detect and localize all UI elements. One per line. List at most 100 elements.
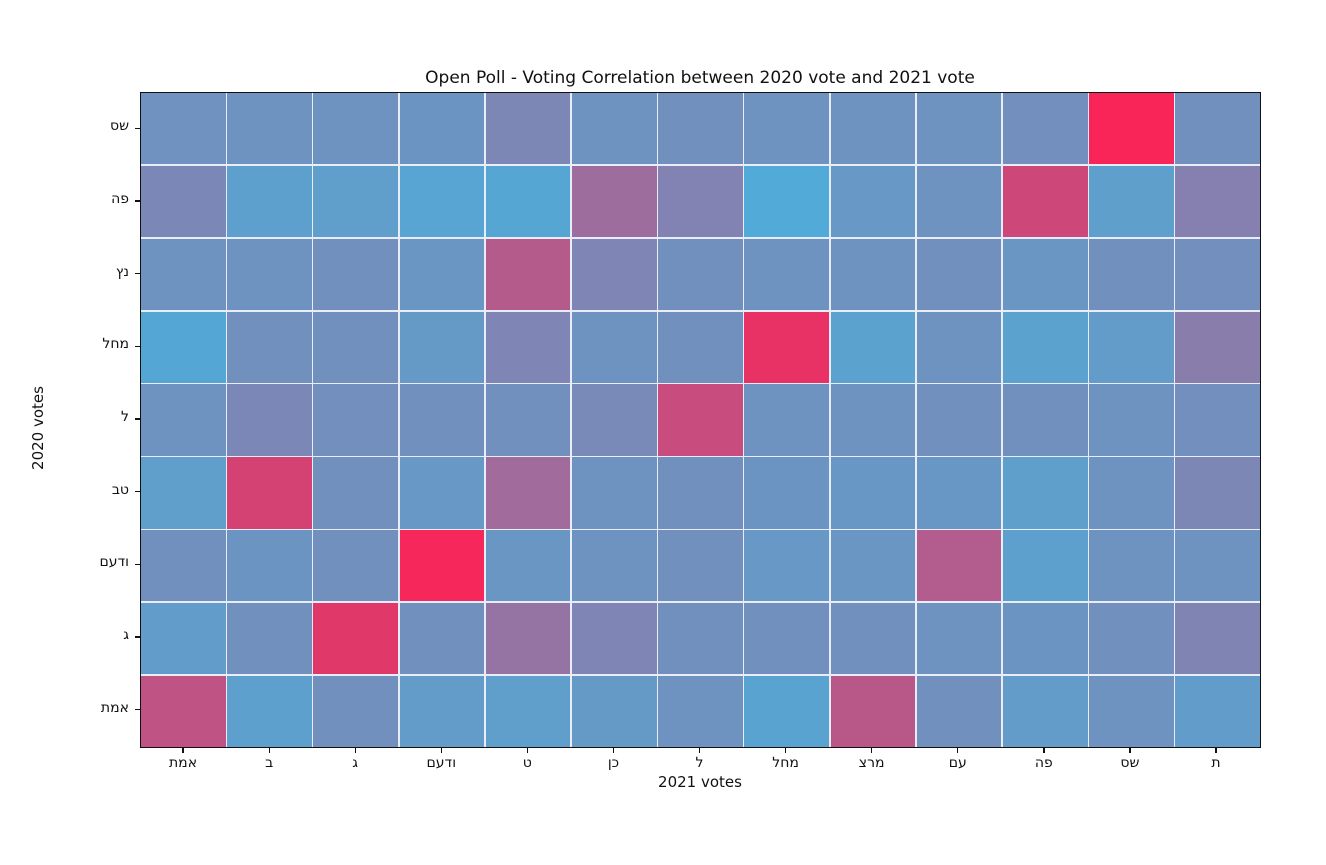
heatmap-cell (658, 457, 743, 529)
x-axis-label: 2021 votes (658, 773, 742, 791)
heatmap-cell (916, 675, 1002, 747)
x-tick-label: ת (1211, 755, 1221, 771)
y-tick-mark (135, 345, 140, 348)
heatmap-cell (313, 311, 399, 383)
heatmap-cell (313, 602, 399, 675)
heatmap-cell (1175, 165, 1260, 238)
x-tick-label: שס (1120, 755, 1140, 771)
x-tick-label: כן (607, 755, 620, 771)
heatmap-cell (916, 93, 1002, 165)
heatmap-cell (744, 384, 830, 456)
heatmap-cell (1089, 93, 1174, 165)
heatmap-cell (1002, 457, 1088, 529)
x-tick-label: ל (695, 755, 704, 771)
heatmap-cell (744, 602, 830, 675)
heatmap-cell (485, 93, 571, 165)
x-tick-mark (440, 747, 442, 753)
heatmap-cell (744, 165, 830, 238)
heatmap-cell (571, 384, 657, 456)
heatmap-cell (1175, 602, 1260, 675)
y-tick-label: ג (123, 627, 129, 643)
y-tick-mark (135, 636, 140, 638)
heatmap-cell (1175, 384, 1260, 456)
heatmap-cell (399, 384, 485, 456)
heatmap-cell (571, 457, 657, 529)
heatmap-cell (744, 311, 830, 383)
heatmap-cell (744, 93, 830, 165)
heatmap-cell (1089, 311, 1174, 383)
heatmap-cell (313, 675, 399, 747)
heatmap-cell (1089, 602, 1174, 675)
heatmap-cell (485, 675, 571, 747)
heatmap-cell (830, 311, 916, 383)
x-tick-label: ט (522, 755, 532, 771)
x-tick-mark (871, 747, 873, 753)
heatmap-cell (658, 675, 743, 747)
heatmap-cell (399, 311, 485, 383)
y-tick-label: פה (111, 191, 129, 207)
y-tick-label: ודעם (99, 554, 129, 571)
heatmap-cell (1002, 384, 1088, 456)
heatmap-cell (399, 530, 485, 602)
heatmap-cell (313, 530, 399, 602)
heatmap-cell (227, 530, 312, 602)
chart-title: Open Poll - Voting Correlation between 2… (425, 68, 975, 88)
heatmap-cell (485, 311, 571, 383)
heatmap-cell (1175, 93, 1260, 165)
heatmap-cell (1002, 675, 1088, 747)
heatmap-cell (830, 602, 916, 675)
heatmap-cell (485, 602, 571, 675)
x-tick-mark (1215, 747, 1217, 753)
heatmap-cell (485, 384, 571, 456)
heatmap-cell (830, 165, 916, 238)
heatmap-cell (141, 457, 226, 529)
heatmap-cell (658, 165, 743, 238)
heatmap-cell (1002, 311, 1088, 383)
heatmap-cell (141, 530, 226, 602)
heatmap-cell (399, 165, 485, 238)
heatmap-cell (141, 238, 226, 310)
y-tick-label: מחל (102, 336, 129, 353)
heatmap-cell (141, 675, 226, 747)
heatmap-cell (485, 530, 571, 602)
heatmap-cell (571, 165, 657, 238)
heatmap-cell (744, 457, 830, 529)
heatmap-cell (399, 93, 485, 165)
x-tick-label: פה (1034, 755, 1053, 771)
y-tick-label: אמת (100, 699, 129, 716)
heatmap-cell (744, 530, 830, 602)
heatmap-cell (658, 530, 743, 602)
heatmap-cell (227, 675, 312, 747)
heatmap-cell (313, 93, 399, 165)
heatmap-cell (227, 311, 312, 383)
heatmap-cell (658, 384, 743, 456)
y-tick-mark (135, 418, 140, 420)
heatmap-cell (916, 311, 1002, 383)
x-tick-mark (698, 747, 701, 753)
heatmap-cell (916, 384, 1002, 456)
x-tick-label: ג (352, 755, 359, 771)
x-tick-mark (612, 747, 615, 753)
heatmap-cell (227, 238, 312, 310)
heatmap-cell (1175, 457, 1260, 529)
heatmap-cell (141, 384, 226, 456)
heatmap-cell (227, 457, 312, 529)
heatmap-cell (830, 675, 916, 747)
y-tick-mark (135, 200, 140, 202)
heatmap-cell (399, 238, 485, 310)
heatmap-cell (399, 602, 485, 675)
heatmap-cell (141, 311, 226, 383)
heatmap-cell (1175, 238, 1260, 310)
y-tick-mark (135, 273, 140, 275)
y-tick-mark (135, 491, 140, 493)
heatmap-cell (1002, 602, 1088, 675)
heatmap-cell (571, 530, 657, 602)
x-tick-mark (526, 747, 529, 753)
heatmap-cell (571, 602, 657, 675)
heatmap-cell (1089, 457, 1174, 529)
heatmap-cell (571, 675, 657, 747)
heatmap-cell (1175, 530, 1260, 602)
heatmap-cell (399, 457, 485, 529)
heatmap-cell (830, 530, 916, 602)
